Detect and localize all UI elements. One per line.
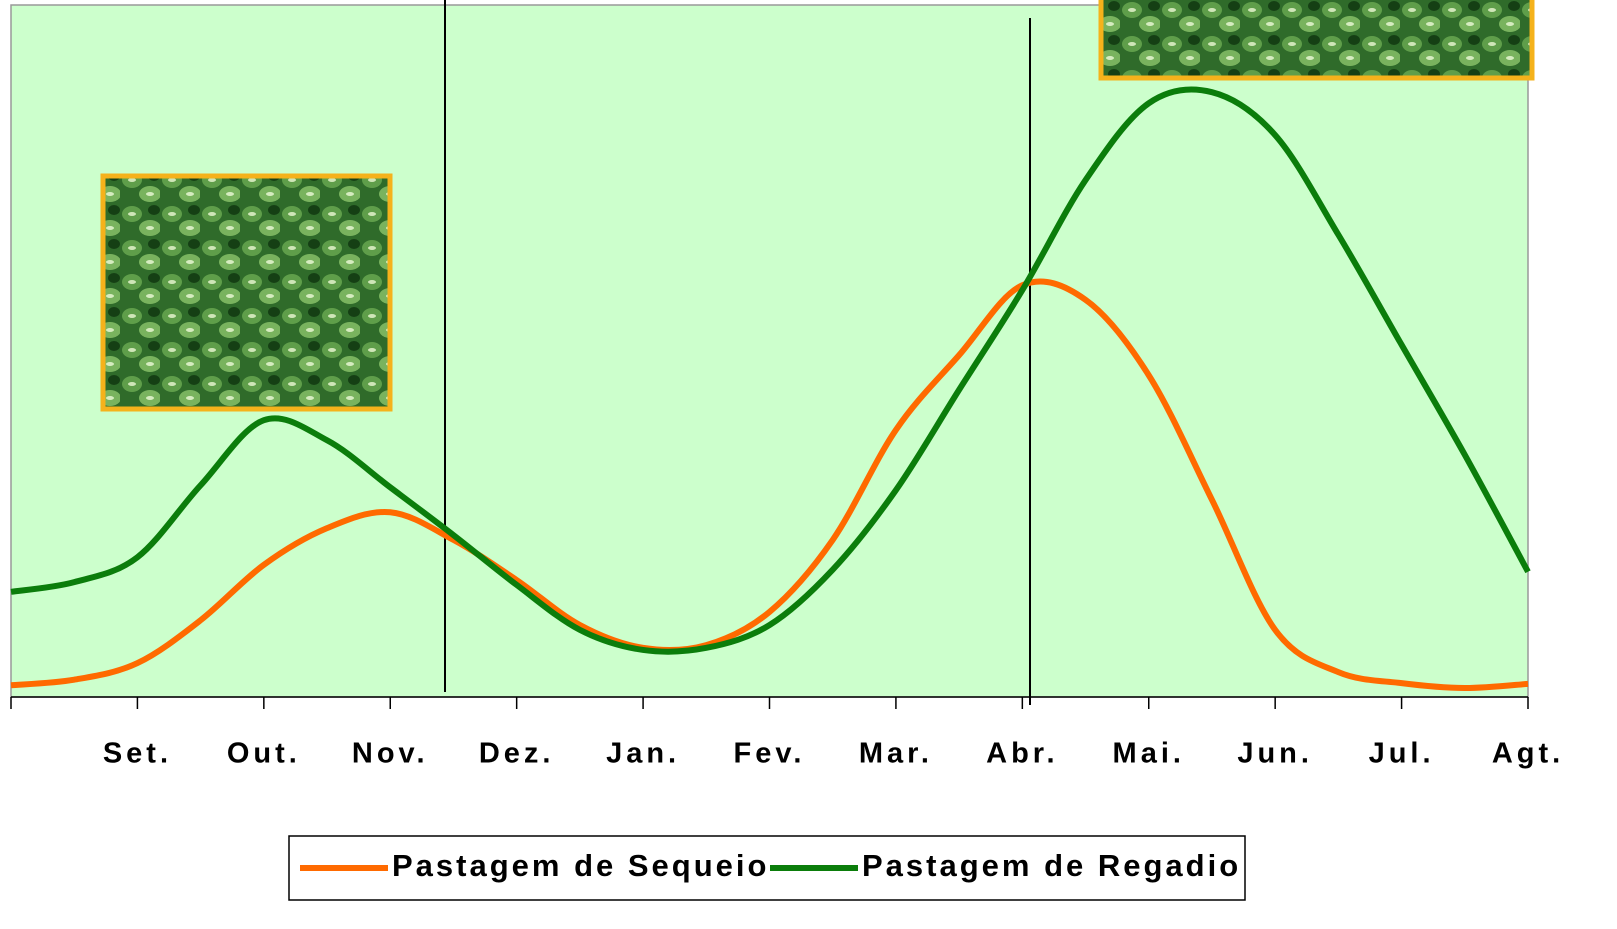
x-tick-label: Abr.	[986, 738, 1058, 770]
photo	[100, 173, 393, 412]
legend	[288, 835, 1246, 901]
x-tick-label: Jul.	[1369, 738, 1435, 770]
legend-label: Pastagem de Regadio	[862, 848, 1241, 883]
x-tick-label: Mar.	[859, 738, 933, 770]
x-tick-label: Mai.	[1113, 738, 1185, 770]
x-tick-label: Jun.	[1237, 738, 1313, 770]
series-line	[10, 86, 1531, 655]
x-tick-label: Nov.	[352, 738, 429, 770]
x-tick-label: Out.	[227, 738, 301, 770]
x-tick-label: Jan.	[606, 738, 680, 770]
x-tick-label: Agt.	[1492, 738, 1564, 770]
photo	[1098, 0, 1535, 81]
x-tick-label: Fev.	[734, 738, 806, 770]
series-line	[10, 278, 1529, 692]
x-tick-label: Dez.	[479, 738, 555, 770]
legend-label: Pastagem de Sequeio	[392, 848, 769, 883]
x-tick-label: Set.	[103, 738, 172, 770]
